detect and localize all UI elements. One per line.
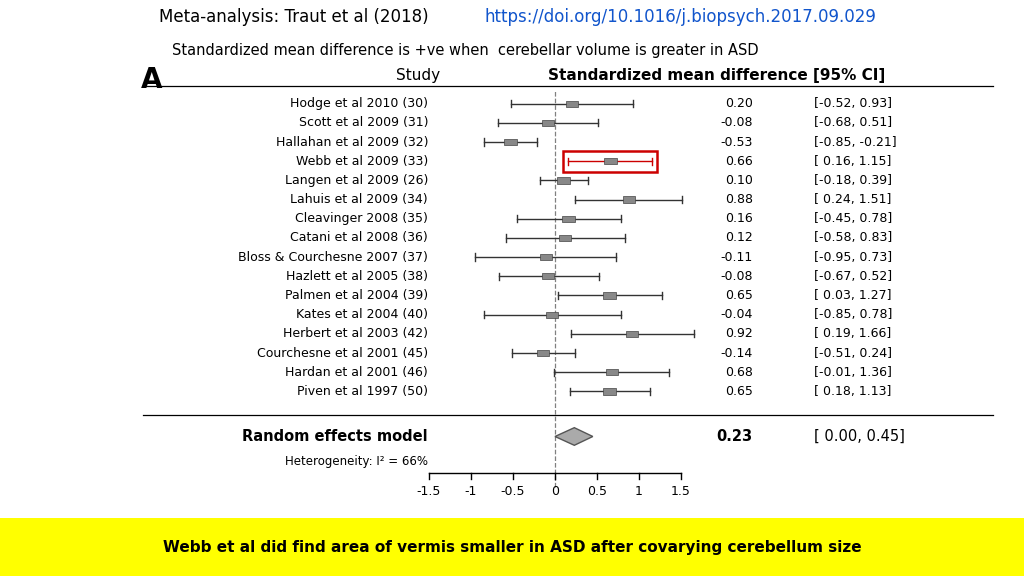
Text: 0.65: 0.65 [725,385,753,398]
Text: Herbert et al 2003 (42): Herbert et al 2003 (42) [283,327,428,340]
Text: Webb et al did find area of vermis smaller in ASD after covarying cerebellum siz: Webb et al did find area of vermis small… [163,540,861,555]
Text: Courchesne et al 2001 (45): Courchesne et al 2001 (45) [257,347,428,359]
Text: [-0.45, 0.78]: [-0.45, 0.78] [814,213,892,225]
Text: [-0.68, 0.51]: [-0.68, 0.51] [814,116,892,130]
Bar [505,139,517,145]
Bar [546,312,558,318]
Text: Hazlett et al 2005 (38): Hazlett et al 2005 (38) [286,270,428,283]
Text: -0.14: -0.14 [721,347,753,359]
Text: Hardan et al 2001 (46): Hardan et al 2001 (46) [286,366,428,378]
Bar [557,177,569,184]
Text: https://doi.org/10.1016/j.biopsych.2017.09.029: https://doi.org/10.1016/j.biopsych.2017.… [484,8,877,26]
Text: Meta-analysis: Traut et al (2018): Meta-analysis: Traut et al (2018) [159,8,433,26]
Text: Catani et al 2008 (36): Catani et al 2008 (36) [290,232,428,244]
Bar [604,158,616,164]
Text: Bloss & Courchesne 2007 (37): Bloss & Courchesne 2007 (37) [239,251,428,264]
Bar [542,120,554,126]
Text: Random effects model: Random effects model [243,429,428,444]
Text: Langen et al 2009 (26): Langen et al 2009 (26) [285,174,428,187]
Text: [-0.85, 0.78]: [-0.85, 0.78] [814,308,893,321]
Bar [626,331,638,337]
Text: 0.88: 0.88 [725,193,753,206]
Text: Study: Study [395,69,440,84]
Text: -0.5: -0.5 [501,485,525,498]
Text: 1: 1 [635,485,643,498]
Text: -0.08: -0.08 [720,270,753,283]
Text: Hodge et al 2010 (30): Hodge et al 2010 (30) [290,97,428,110]
Bar [542,273,554,279]
Bar [538,350,550,356]
Polygon shape [555,427,593,445]
Text: [-0.58, 0.83]: [-0.58, 0.83] [814,232,892,244]
Text: -1: -1 [465,485,477,498]
Text: 0.10: 0.10 [725,174,753,187]
Text: -0.04: -0.04 [720,308,753,321]
Text: Kates et al 2004 (40): Kates et al 2004 (40) [296,308,428,321]
Text: Palmen et al 2004 (39): Palmen et al 2004 (39) [285,289,428,302]
Text: 0.16: 0.16 [725,213,753,225]
Text: 0.65: 0.65 [725,289,753,302]
Text: Piven et al 1997 (50): Piven et al 1997 (50) [297,385,428,398]
Text: [-0.52, 0.93]: [-0.52, 0.93] [814,97,892,110]
Bar [540,254,552,260]
Text: [-0.51, 0.24]: [-0.51, 0.24] [814,347,892,359]
Bar [563,151,656,172]
Text: [-0.95, 0.73]: [-0.95, 0.73] [814,251,892,264]
Text: 0.66: 0.66 [725,155,753,168]
Text: -0.11: -0.11 [721,251,753,264]
Text: -0.08: -0.08 [720,116,753,130]
Bar [606,369,618,376]
Text: [ 0.00, 0.45]: [ 0.00, 0.45] [814,429,905,444]
Text: 0: 0 [551,485,559,498]
Text: 0.92: 0.92 [725,327,753,340]
Bar [603,293,615,298]
Text: Heterogeneity: I² = 66%: Heterogeneity: I² = 66% [285,455,428,468]
Text: 0.12: 0.12 [725,232,753,244]
Text: [-0.01, 1.36]: [-0.01, 1.36] [814,366,892,378]
Text: [ 0.16, 1.15]: [ 0.16, 1.15] [814,155,892,168]
Text: Scott et al 2009 (31): Scott et al 2009 (31) [299,116,428,130]
Text: A: A [141,66,163,94]
Text: -0.53: -0.53 [720,135,753,149]
Text: 0.23: 0.23 [717,429,753,444]
Text: 1.5: 1.5 [671,485,691,498]
Text: [-0.18, 0.39]: [-0.18, 0.39] [814,174,892,187]
Bar [623,196,635,203]
Text: [ 0.18, 1.13]: [ 0.18, 1.13] [814,385,892,398]
Text: Standardized mean difference is +ve when  cerebellar volume is greater in ASD: Standardized mean difference is +ve when… [172,43,759,58]
Text: [-0.85, -0.21]: [-0.85, -0.21] [814,135,897,149]
Text: Cleavinger 2008 (35): Cleavinger 2008 (35) [295,213,428,225]
Text: 0.20: 0.20 [725,97,753,110]
Text: Lahuis et al 2009 (34): Lahuis et al 2009 (34) [291,193,428,206]
Text: 0.68: 0.68 [725,366,753,378]
Text: -1.5: -1.5 [417,485,441,498]
Text: Hallahan et al 2009 (32): Hallahan et al 2009 (32) [275,135,428,149]
Text: [ 0.24, 1.51]: [ 0.24, 1.51] [814,193,892,206]
Bar [565,101,578,107]
Text: Standardized mean difference [95% CI]: Standardized mean difference [95% CI] [548,69,886,84]
Text: Webb et al 2009 (33): Webb et al 2009 (33) [296,155,428,168]
Bar [603,388,615,395]
Text: 0.5: 0.5 [587,485,607,498]
Text: [ 0.03, 1.27]: [ 0.03, 1.27] [814,289,892,302]
Text: [-0.67, 0.52]: [-0.67, 0.52] [814,270,892,283]
Text: [ 0.19, 1.66]: [ 0.19, 1.66] [814,327,891,340]
Bar [562,215,574,222]
Bar [559,235,571,241]
